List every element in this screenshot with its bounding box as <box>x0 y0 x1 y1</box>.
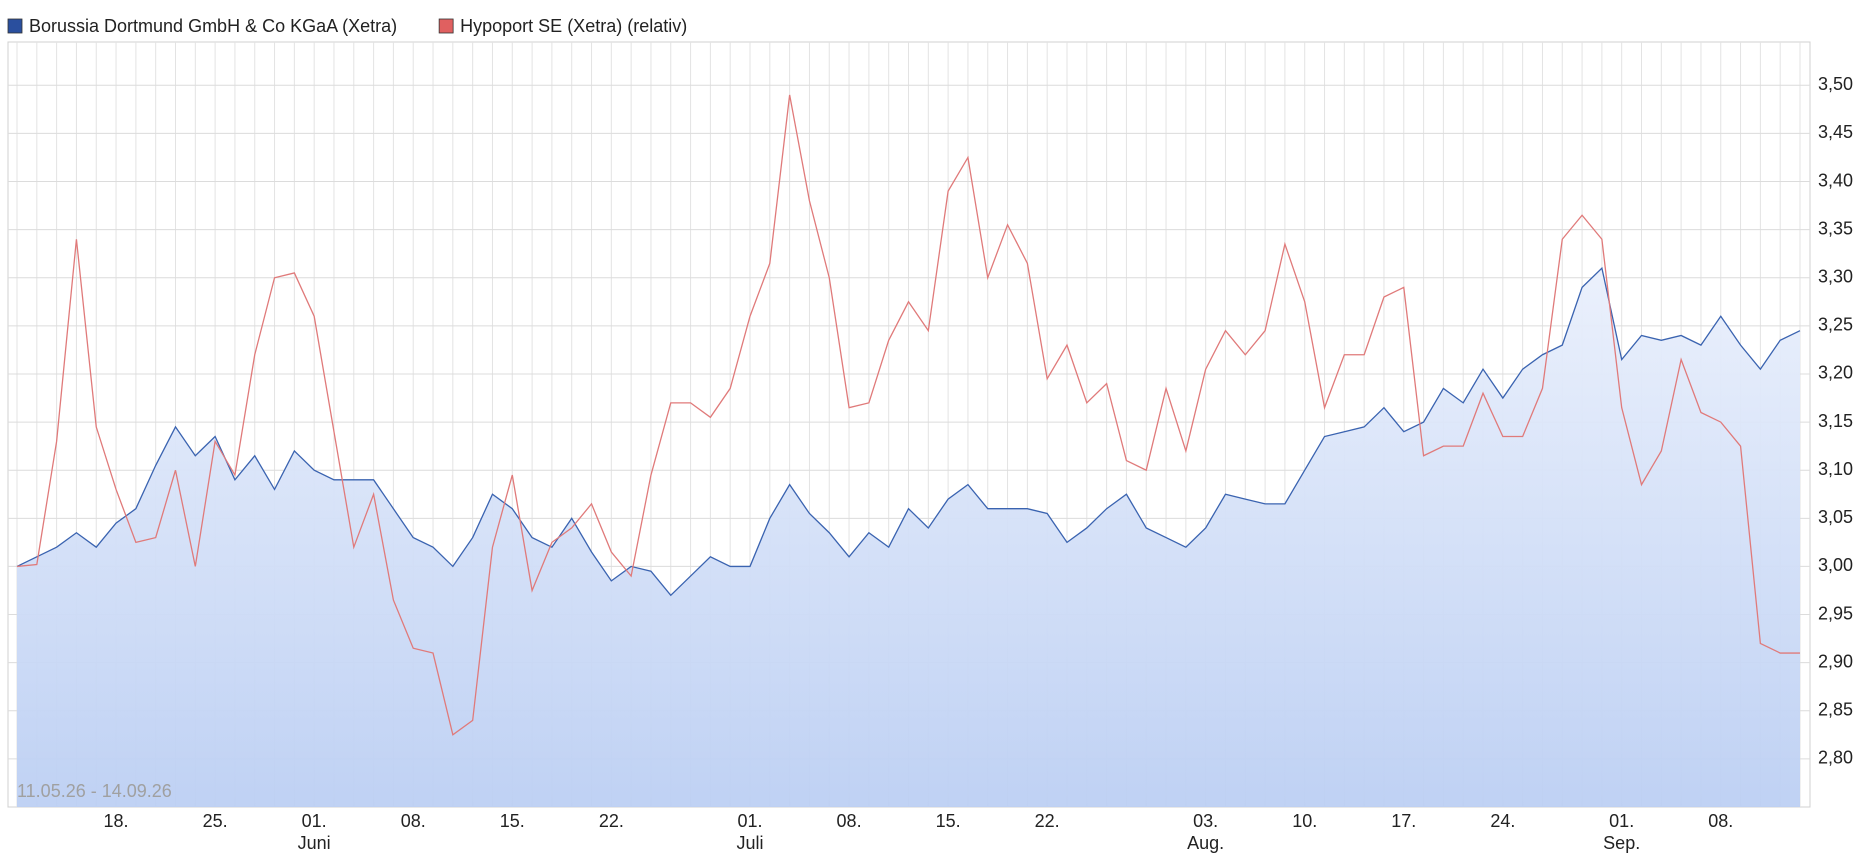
y-tick-label: 3,45 <box>1818 122 1853 142</box>
x-tick-label: 10. <box>1292 811 1317 831</box>
x-tick-label: 22. <box>1035 811 1060 831</box>
legend-label: Hypoport SE (Xetra) (relativ) <box>460 16 687 36</box>
legend-label: Borussia Dortmund GmbH & Co KGaA (Xetra) <box>29 16 397 36</box>
x-month-label: Sep. <box>1603 833 1640 853</box>
y-tick-label: 2,90 <box>1818 651 1853 671</box>
y-tick-label: 3,35 <box>1818 218 1853 238</box>
y-tick-label: 2,95 <box>1818 603 1853 623</box>
y-tick-label: 3,25 <box>1818 315 1853 335</box>
x-tick-label: 03. <box>1193 811 1218 831</box>
x-tick-label: 25. <box>203 811 228 831</box>
x-tick-label: 17. <box>1391 811 1416 831</box>
legend-swatch <box>7 18 23 34</box>
area <box>17 268 1800 807</box>
x-tick-label: 08. <box>1708 811 1733 831</box>
x-tick-label: 18. <box>104 811 129 831</box>
y-tick-label: 2,80 <box>1818 748 1853 768</box>
y-tick-label: 3,20 <box>1818 363 1853 383</box>
y-tick-label: 3,15 <box>1818 411 1853 431</box>
y-tick-label: 3,05 <box>1818 507 1853 527</box>
y-tick-label: 3,10 <box>1818 459 1853 479</box>
marks <box>16 94 1801 807</box>
y-tick-label: 3,30 <box>1818 267 1853 287</box>
date-range: 11.05.26 - 14.09.26 <box>17 781 172 801</box>
x-tick-label: 22. <box>599 811 624 831</box>
x-tick-label: 15. <box>936 811 961 831</box>
x-month-label: Aug. <box>1187 833 1224 853</box>
x-tick-label: 24. <box>1490 811 1515 831</box>
x-tick-label: 01. <box>737 811 762 831</box>
x-month-label: Juli <box>737 833 764 853</box>
line <box>16 94 1800 736</box>
x-tick-label: 15. <box>500 811 525 831</box>
x-month-label: Juni <box>298 833 331 853</box>
x-tick-label: 01. <box>1609 811 1634 831</box>
y-tick-label: 3,00 <box>1818 555 1853 575</box>
y-tick-label: 3,50 <box>1818 74 1853 94</box>
x-tick-label: 08. <box>837 811 862 831</box>
x-tick-label: 01. <box>302 811 327 831</box>
y-tick-label: 2,85 <box>1818 700 1853 720</box>
x-tick-label: 08. <box>401 811 426 831</box>
line <box>16 266 1801 597</box>
y-tick-label: 3,40 <box>1818 170 1853 190</box>
legend-swatch <box>438 18 454 34</box>
